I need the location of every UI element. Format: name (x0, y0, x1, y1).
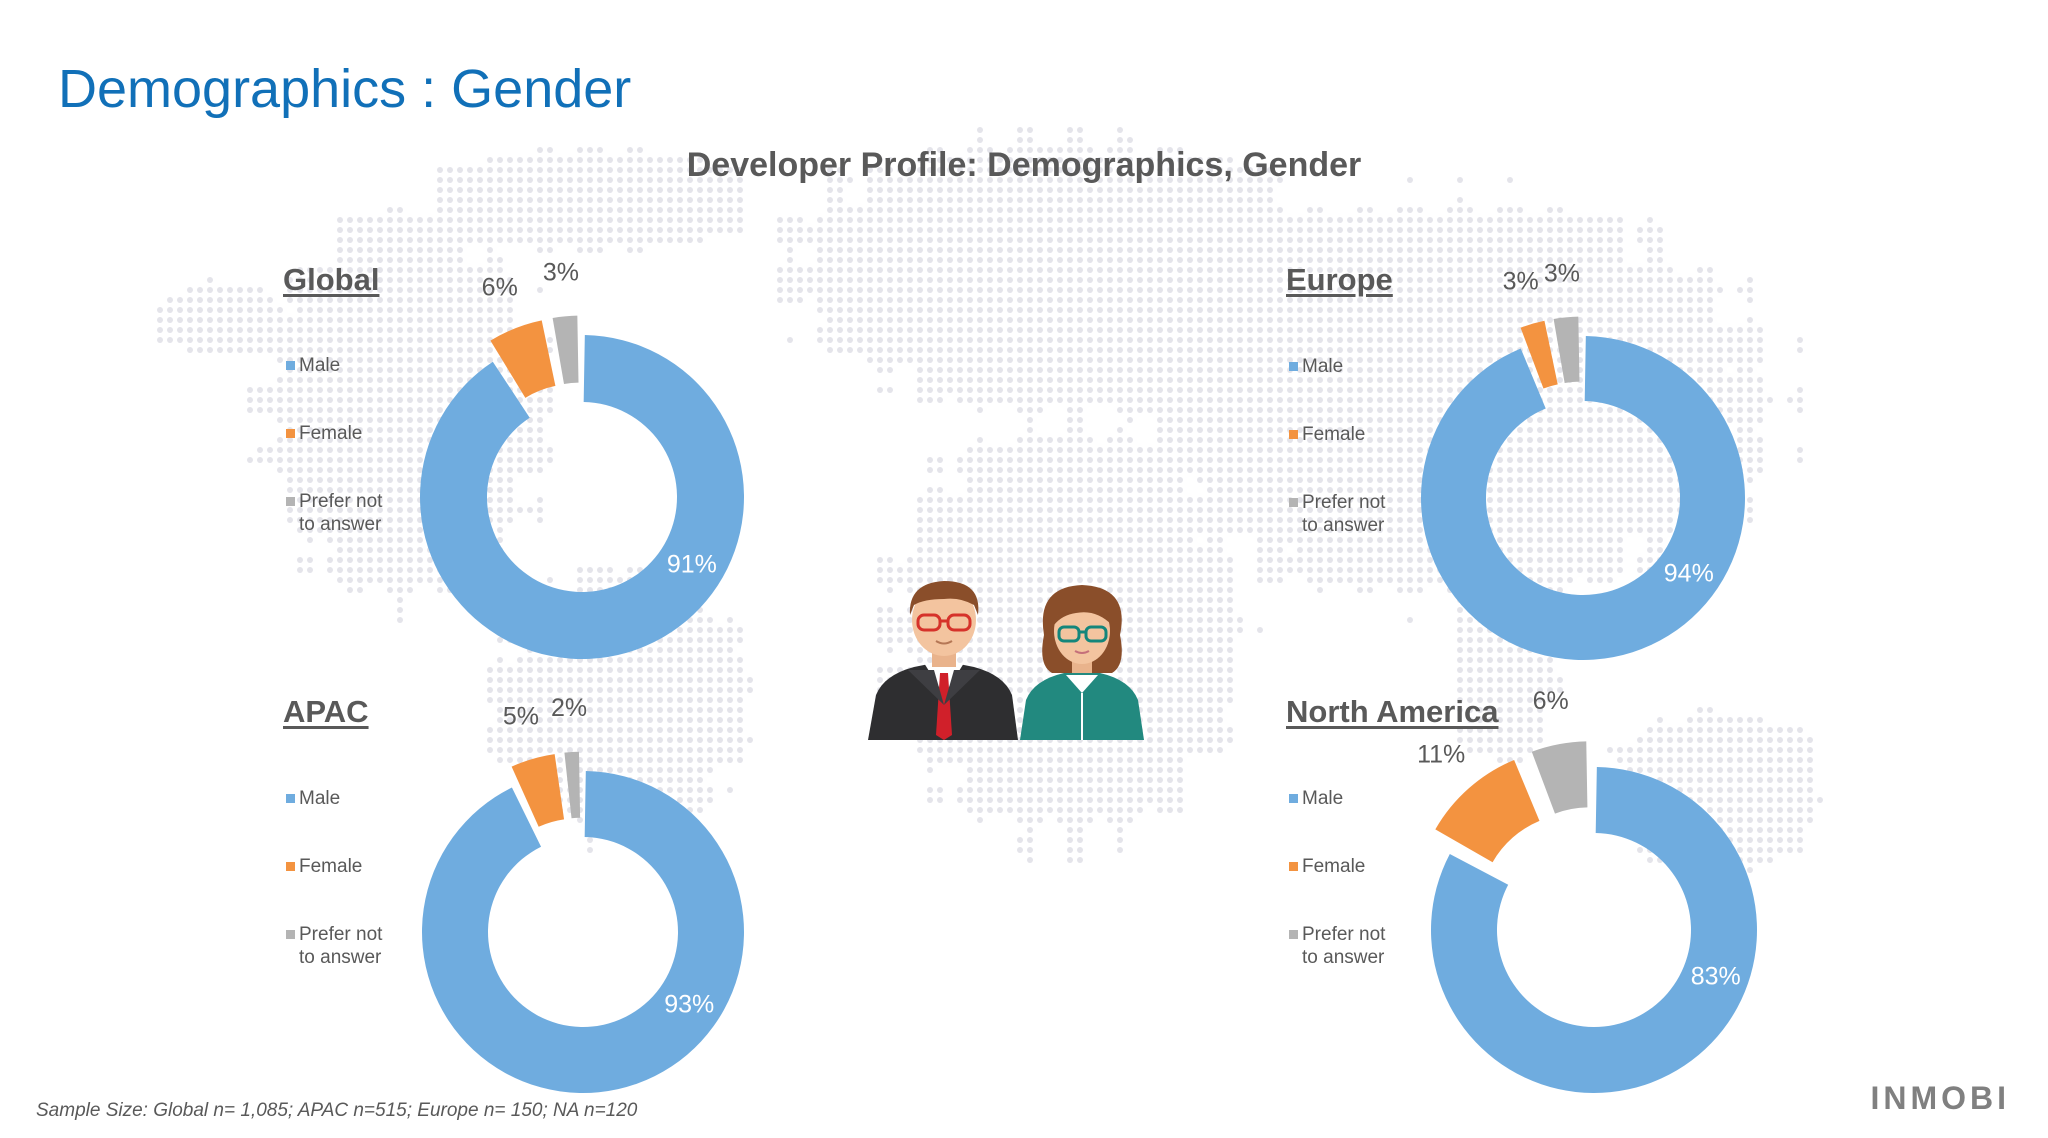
legend-item-male: Male (286, 354, 446, 377)
legend-swatch-female (1289, 430, 1298, 439)
female-developer-icon (1020, 585, 1144, 740)
legend-label: Male (1302, 788, 1344, 809)
legend-item-female: Female (286, 422, 446, 445)
legend-swatch-female (1289, 862, 1298, 871)
legend-label: Prefer not to answer (1302, 924, 1386, 968)
apac-chart-title: APAC (283, 694, 369, 729)
north-america-chart-title: North America (1286, 694, 1499, 729)
inmobi-logo: INMOBI (1870, 1080, 2010, 1116)
male-slice (419, 335, 744, 659)
legend-swatch-male (286, 361, 295, 370)
legend-swatch-male (286, 794, 295, 803)
legend-swatch-male (1289, 794, 1298, 803)
legend-item-prefer-not: Prefer not to answer (1289, 923, 1449, 969)
legend-swatch-prefer-not (1289, 498, 1298, 507)
legend-swatch-female (286, 429, 295, 438)
legend-item-female: Female (1289, 855, 1449, 878)
data-label: 3% (543, 259, 579, 287)
prefer-not-slice (552, 315, 579, 385)
legend-swatch-prefer-not (286, 497, 295, 506)
legend-item-female: Female (286, 855, 446, 878)
page-title: Demographics : Gender (58, 59, 632, 119)
female-slice (490, 320, 556, 398)
legend-item-female: Female (1289, 423, 1449, 446)
legend-swatch-prefer-not (1289, 930, 1298, 939)
male-developer-icon (868, 581, 1018, 740)
legend-label: Prefer not to answer (1302, 492, 1386, 536)
legend-label: Prefer not to answer (299, 924, 383, 968)
legend-label: Male (299, 355, 341, 376)
legend-label: Female (299, 423, 363, 444)
legend-label: Female (1302, 424, 1366, 445)
legend-item-prefer-not: Prefer not to answer (286, 923, 446, 969)
sample-size-footnote: Sample Size: Global n= 1,085; APAC n=515… (36, 1100, 638, 1121)
developer-avatars-icon (868, 581, 1144, 740)
legend-item-prefer-not: Prefer not to answer (1289, 491, 1449, 537)
legend-swatch-prefer-not (286, 930, 295, 939)
legend-item-prefer-not: Prefer not to answer (286, 490, 446, 536)
legend-label: Female (299, 856, 363, 877)
legend-item-male: Male (286, 787, 446, 810)
legend-label: Male (1302, 356, 1344, 377)
legend-item-male: Male (1289, 787, 1449, 810)
data-label: 6% (482, 273, 518, 301)
chart-heading: Developer Profile: Demographics, Gender (686, 146, 1362, 184)
global-chart-title: Global (283, 262, 380, 297)
legend-swatch-female (286, 862, 295, 871)
legend-label: Female (1302, 856, 1366, 877)
europe-chart-title: Europe (1286, 262, 1393, 297)
legend-label: Male (299, 788, 341, 809)
legend-item-male: Male (1289, 355, 1449, 378)
legend-swatch-male (1289, 362, 1298, 371)
legend-label: Prefer not to answer (299, 491, 383, 535)
data-label: 91% (667, 551, 717, 579)
